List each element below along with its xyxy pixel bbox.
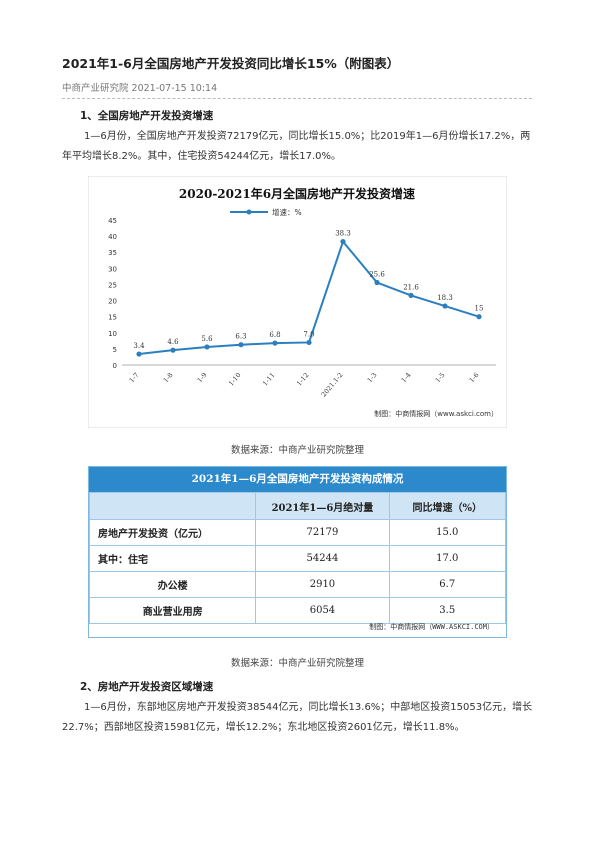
row-growth: 6.7 <box>388 571 506 598</box>
article-title: 2021年1-6月全国房地产开发投资同比增长15%（附图表） <box>62 56 400 71</box>
data-point <box>374 279 380 286</box>
data-point <box>408 292 414 298</box>
y-tick-label: 30 <box>108 265 117 273</box>
data-point <box>136 351 142 357</box>
row-growth: 3.5 <box>388 597 506 624</box>
data-label: 3.4 <box>133 342 145 350</box>
data-label: 7.0 <box>303 330 314 338</box>
data-label: 6.8 <box>269 331 280 339</box>
table-row: 其中：住宅 54244 17.0 <box>88 545 506 572</box>
table-row: 办公楼 2910 6.7 <box>88 571 506 598</box>
chart-source: 数据来源：中商产业研究院整理 <box>230 445 364 456</box>
data-label: 38.3 <box>335 230 351 238</box>
article-meta: 中商产业研究院 2021-07-15 10:14 <box>62 83 218 94</box>
row-value: 2910 <box>255 571 390 598</box>
data-label: 15 <box>475 305 484 313</box>
table-title: 2021年1—6月全国房地产开发投资构成情况 <box>89 467 506 492</box>
table-credit: 制图：中商情报网（WWW.ASKCI.COM） <box>369 623 494 631</box>
table-header-cell: 同比增速（%） <box>388 492 506 520</box>
row-label: 商业营业用房 <box>88 597 257 624</box>
data-label: 21.6 <box>403 283 419 291</box>
data-point <box>204 344 210 350</box>
row-label: 房地产开发投资（亿元） <box>88 519 257 546</box>
row-label: 其中：住宅 <box>88 545 257 572</box>
section2-paragraph: 1—6月份，东部地区房地产开发投资38544亿元，同比增长13.6%；中部地区投… <box>62 702 533 733</box>
y-tick-label: 40 <box>108 233 117 241</box>
chart-frame <box>88 176 507 428</box>
table-header-cell <box>88 492 257 520</box>
y-tick-label: 15 <box>108 314 117 322</box>
y-tick-label: 10 <box>108 330 117 338</box>
chart-title: 2020-2021年6月全国房地产开发投资增速 <box>179 186 415 201</box>
y-tick-label: 25 <box>108 281 117 289</box>
y-tick-label: 0 <box>113 362 117 370</box>
data-label: 25.6 <box>369 271 385 279</box>
y-tick-label: 5 <box>113 346 117 354</box>
row-label: 办公楼 <box>88 571 257 598</box>
data-point <box>340 238 346 245</box>
table-header-row: 2021年1—6月绝对量 同比增速（%） <box>88 492 506 520</box>
y-tick-label: 45 <box>108 217 117 225</box>
legend-label: 增速：% <box>272 207 302 217</box>
data-label: 6.3 <box>235 333 246 341</box>
row-growth: 17.0 <box>388 545 506 572</box>
divider <box>62 98 532 99</box>
row-value: 72179 <box>255 519 390 546</box>
y-tick-label: 20 <box>108 298 117 306</box>
data-point <box>476 314 482 320</box>
row-value: 6054 <box>255 597 390 624</box>
table-source: 数据来源：中商产业研究院整理 <box>230 658 364 669</box>
y-tick-label: 35 <box>108 249 117 257</box>
section2-heading: 2、房地产开发投资区域增速 <box>80 681 214 693</box>
data-label: 18.3 <box>437 294 453 302</box>
data-label: 4.6 <box>167 338 179 346</box>
investment-table-card: 2021年1—6月全国房地产开发投资构成情况 2021年1—6月绝对量 同比增速… <box>88 466 507 638</box>
chart-credit: 制图：中商情报网（www.askci.com） <box>374 409 498 418</box>
section1-heading: 1、全国房地产开发投资增速 <box>80 110 214 122</box>
section1-paragraph: 1—6月份，全国房地产开发投资72179亿元，同比增长15.0%；比2019年1… <box>62 131 531 162</box>
table-row: 房地产开发投资（亿元） 72179 15.0 <box>88 519 506 546</box>
investment-table: 2021年1—6月绝对量 同比增速（%） 房地产开发投资（亿元） 72179 1… <box>88 492 506 624</box>
data-label: 5.6 <box>201 335 213 343</box>
data-point <box>442 303 448 309</box>
table-row: 商业营业用房 6054 3.5 <box>88 597 506 624</box>
table-header-cell: 2021年1—6月绝对量 <box>255 492 390 520</box>
data-point <box>170 347 176 353</box>
row-growth: 15.0 <box>388 519 506 546</box>
data-point <box>306 339 312 346</box>
legend-marker <box>246 209 252 215</box>
row-value: 54244 <box>255 545 390 572</box>
data-point <box>238 342 244 348</box>
data-point <box>272 340 278 346</box>
line-chart: 2020-2021年6月全国房地产开发投资增速 增速：% 0 5 10 15 20 25 3… <box>88 176 507 428</box>
